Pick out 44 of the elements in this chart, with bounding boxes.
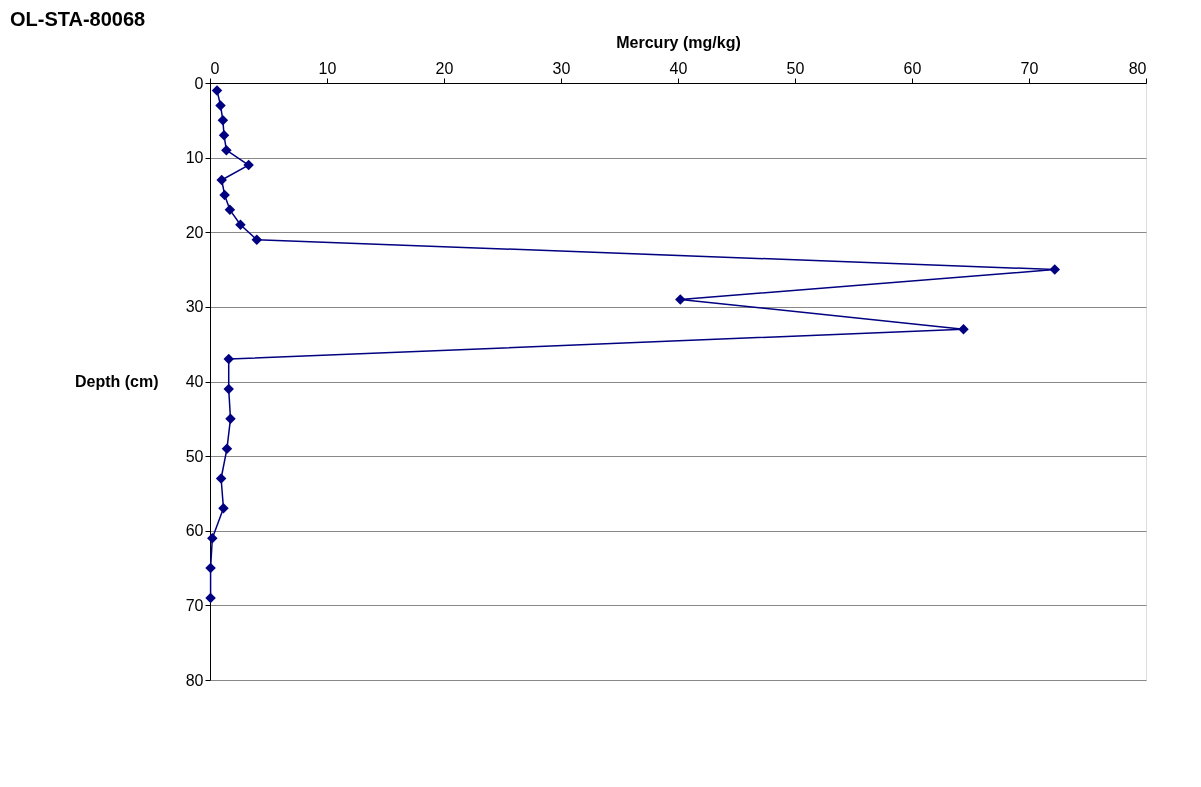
point [215,100,226,111]
x-tick-label: 20 [435,59,454,77]
y-tick-label: 70 [185,596,204,614]
chart-title: OL-STA-80068 [10,8,146,30]
point [219,189,230,201]
point [223,353,234,365]
x-tick-label: 60 [903,59,922,77]
point [218,503,229,514]
point [211,85,223,96]
point [207,532,218,544]
y-axis-title: Depth (cm) [74,372,159,390]
point [243,159,254,171]
point [1049,264,1060,275]
y-tick-label: 10 [185,149,204,167]
point [675,294,686,305]
y-tick-label: 50 [185,447,204,465]
point [218,129,230,141]
x-tick-label: 10 [318,59,337,77]
point [217,115,229,126]
point [216,174,227,186]
y-tick-label: 40 [185,373,204,390]
point [235,219,246,231]
x-tick-label: 70 [1020,59,1039,77]
point [958,324,969,335]
y-tick-label: 80 [185,671,204,689]
x-tick-label: 80 [1128,59,1147,77]
y-tick-label: 0 [194,74,204,92]
point [221,144,232,156]
y-tick-label: 30 [185,298,204,316]
point [223,383,234,395]
x-tick-label: 0 [210,59,220,77]
x-tick-label: 30 [552,59,571,77]
point [224,204,236,216]
x-axis-title: Mercury (mg/kg) [616,33,741,51]
point [221,443,233,454]
y-tick-label: 20 [185,223,204,241]
point [205,592,216,604]
x-tick-label: 50 [786,59,805,77]
point [225,413,236,425]
x-tick-label: 40 [669,59,688,77]
point [251,234,263,245]
point [215,473,227,484]
point [205,562,216,574]
y-tick-label: 60 [185,522,204,540]
